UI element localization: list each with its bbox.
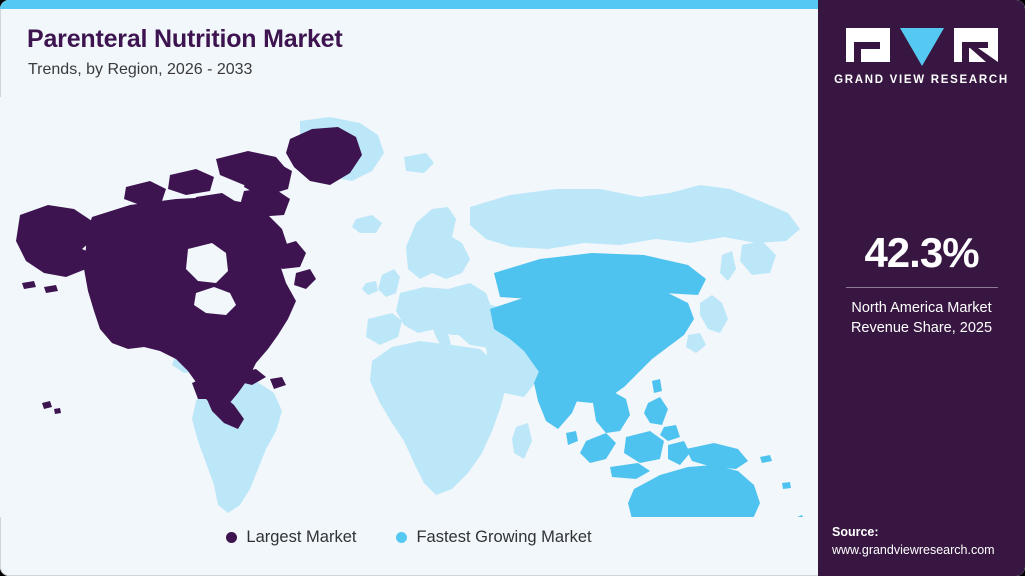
brand-wordmark: GRAND VIEW RESEARCH: [834, 74, 1009, 86]
map-section: Parenteral Nutrition Market Trends, by R…: [0, 9, 818, 576]
stat-label-line2: Revenue Share, 2025: [850, 319, 993, 336]
stat-label-line1: North America Market: [851, 300, 992, 316]
gvr-logo-icon: [845, 28, 998, 66]
map-land-default: [172, 117, 800, 513]
map-legend: Largest Market Fastest Growing Market: [0, 528, 818, 547]
world-map-svg: [0, 97, 818, 517]
side-panel: GRAND VIEW RESEARCH 42.3% North America …: [818, 0, 1025, 576]
source-title: Source:: [832, 525, 879, 539]
stat-divider: [845, 287, 998, 288]
legend-dot-icon: [226, 532, 238, 543]
stat-value: 42.3%: [864, 229, 979, 276]
header-block: Parenteral Nutrition Market Trends, by R…: [27, 26, 343, 79]
legend-dot-icon: [396, 532, 408, 543]
world-map: [0, 97, 818, 517]
region-asia-pacific: [490, 253, 803, 517]
legend-item-largest-market: Largest Market: [226, 528, 356, 547]
legend-item-fastest-growing-market: Fastest Growing Market: [396, 528, 592, 547]
brand-logo: GRAND VIEW RESEARCH: [818, 26, 1025, 86]
page-subtitle: Trends, by Region, 2026 - 2033: [28, 61, 253, 79]
legend-label: Largest Market: [246, 528, 357, 546]
region-north-america: [16, 127, 362, 429]
stat-block: 42.3% North America Market Revenue Share…: [818, 232, 1025, 338]
page-title: Parenteral Nutrition Market: [27, 25, 343, 53]
legend-label: Fastest Growing Market: [416, 528, 592, 546]
source-url[interactable]: www.grandviewresearch.com: [832, 542, 995, 557]
top-accent-strip: [0, 0, 818, 9]
source-block: Source: www.grandviewresearch.com: [832, 524, 1015, 559]
